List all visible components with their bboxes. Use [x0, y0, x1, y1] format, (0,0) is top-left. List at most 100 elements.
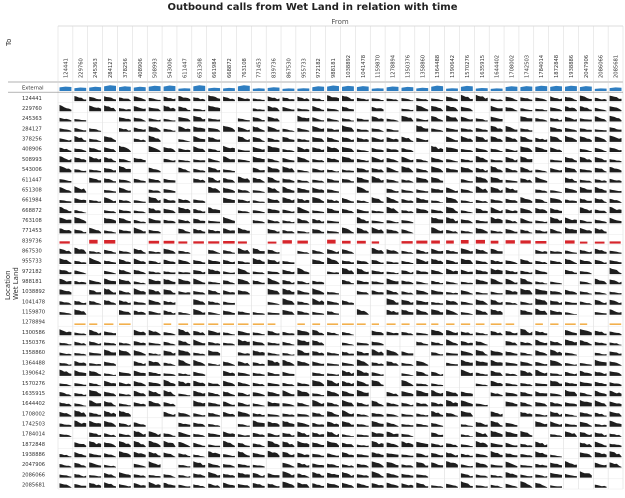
cell-mark [535, 220, 548, 224]
cell-mark [594, 278, 607, 285]
cell-mark [267, 137, 280, 142]
cell-mark [208, 423, 221, 427]
cell-mark [252, 88, 265, 91]
cell-mark [520, 370, 533, 376]
cell-mark [475, 299, 488, 305]
cell-mark [89, 199, 102, 203]
cell-mark [505, 341, 518, 346]
cell-mark [312, 442, 325, 448]
cell-mark [267, 271, 280, 275]
cell-mark [327, 311, 339, 315]
cell-mark [535, 241, 547, 244]
cell-mark [579, 301, 592, 305]
cell-mark [223, 332, 235, 336]
cell-mark [460, 230, 473, 234]
cell-mark [371, 128, 384, 132]
cell-mark [327, 146, 339, 152]
cell-mark [490, 105, 503, 112]
cell-mark [475, 341, 488, 346]
cell-mark [371, 210, 384, 214]
row-label: 771453 [22, 228, 42, 234]
row-label: 1708002 [22, 411, 45, 417]
cell-mark [505, 179, 518, 183]
cell-mark [119, 410, 131, 417]
cell-mark [594, 299, 607, 305]
cell-mark [371, 330, 384, 336]
cell-mark [74, 148, 87, 152]
cell-mark [520, 288, 533, 295]
cell-mark [252, 362, 265, 366]
cell-mark [490, 278, 503, 285]
cell-mark [193, 359, 206, 366]
cell-mark [133, 430, 146, 437]
column-label: 661984 [212, 57, 218, 78]
cell-mark [193, 97, 206, 102]
cell-mark [59, 147, 72, 152]
cell-mark [535, 441, 548, 448]
cell-mark [431, 227, 444, 234]
cell-mark [386, 271, 399, 275]
column-label: 1784014 [539, 54, 545, 78]
cell-mark [208, 241, 220, 244]
cell-mark [431, 116, 444, 122]
row-label: 543006 [22, 167, 42, 173]
cell-mark [550, 359, 562, 366]
cell-mark [252, 372, 265, 376]
cell-mark [535, 391, 548, 397]
cell-mark [133, 381, 146, 387]
cell-mark [193, 323, 205, 325]
cell-mark [475, 136, 488, 142]
cell-mark [178, 106, 191, 112]
cell-mark [178, 88, 191, 91]
cell-mark [401, 331, 414, 336]
cell-mark [59, 138, 72, 142]
cell-mark [208, 323, 219, 325]
cell-mark [535, 323, 543, 325]
row-label: 2086066 [22, 472, 45, 478]
cell-mark [431, 128, 444, 132]
cell-mark [460, 481, 473, 488]
cell-mark [104, 482, 116, 488]
cell-mark [356, 158, 369, 163]
cell-mark [163, 289, 176, 295]
cell-mark [446, 206, 458, 214]
cell-mark [327, 239, 336, 244]
cell-mark [119, 269, 131, 275]
cell-mark [267, 228, 280, 234]
cell-mark [609, 351, 622, 356]
cell-mark [133, 370, 146, 376]
cell-mark [594, 147, 607, 152]
cell-mark [148, 107, 161, 112]
cell-mark [267, 359, 280, 366]
cell-mark [579, 329, 592, 336]
cell-mark [371, 349, 384, 356]
cell-mark [193, 390, 206, 397]
cell-mark [550, 300, 562, 305]
cell-mark [475, 248, 488, 254]
cell-mark [193, 136, 206, 142]
cell-mark [609, 166, 622, 173]
cell-mark [565, 413, 577, 417]
cell-mark [312, 168, 325, 173]
cell-mark [342, 370, 354, 376]
cell-mark [386, 86, 399, 91]
cell-mark [327, 249, 339, 254]
cell-mark [133, 281, 146, 285]
cell-mark [535, 401, 548, 407]
cell-mark [446, 115, 458, 122]
cell-mark [535, 260, 548, 264]
row-label: 1872848 [22, 442, 45, 448]
cell-mark [89, 475, 102, 478]
cell-mark [609, 106, 622, 112]
cell-mark [431, 209, 444, 214]
cell-mark [119, 259, 131, 264]
cell-mark [74, 383, 87, 387]
cell-mark [416, 87, 429, 91]
cell-mark [178, 291, 191, 295]
row-label: 1364488 [22, 360, 45, 366]
cell-mark [208, 105, 221, 112]
cell-mark [416, 240, 428, 244]
cell-mark [505, 278, 518, 285]
cell-mark [133, 402, 146, 407]
cell-mark [475, 128, 488, 132]
